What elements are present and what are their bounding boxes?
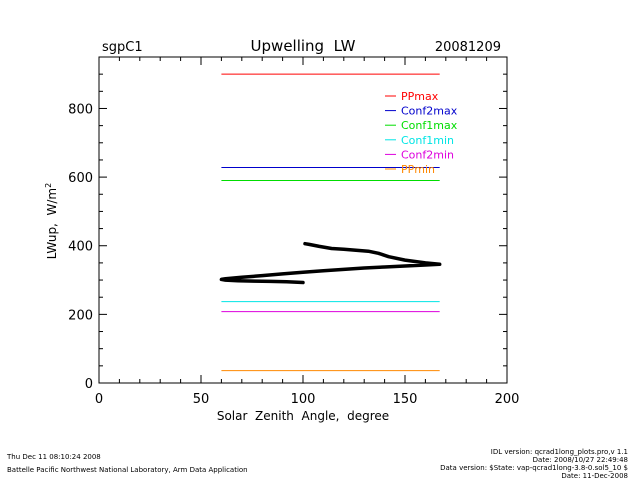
x-tick-label: 0 <box>95 392 103 407</box>
legend-label-conf2max: Conf2max <box>401 105 458 118</box>
legend-label-ppmax: PPmax <box>401 90 439 103</box>
y-tick-label: 800 <box>68 102 93 117</box>
y-tick-label: 600 <box>68 171 93 186</box>
legend-label-conf1max: Conf1max <box>401 119 458 132</box>
lwup-data-line <box>219 241 442 285</box>
footer-timestamp: Thu Dec 11 08:10:24 2008 <box>7 453 101 461</box>
legend-label-conf1min: Conf1min <box>401 134 454 147</box>
y-tick-label: 0 <box>85 377 93 392</box>
x-tick-label: 50 <box>193 392 210 407</box>
y-axis-label: LWup, W/m2 <box>44 183 59 259</box>
footer-data-version: Data version: $State: vap-qcrad1long-3.8… <box>440 464 628 472</box>
footer-run-date: Date: 11-Dec-2008 <box>561 472 628 480</box>
site-label: sgpC1 <box>102 40 143 55</box>
data-lines <box>219 241 442 285</box>
footer-institution: Battelle Pacific Northwest National Labo… <box>7 466 248 474</box>
legend-label-conf2min: Conf2min <box>401 148 454 161</box>
y-axis-label-text: LWup, W/m <box>45 188 59 259</box>
x-tick-label: 150 <box>393 392 418 407</box>
axes: 0 50 100 150 200 0 200 400 600 800 <box>68 56 520 407</box>
reference-lines <box>221 73 440 372</box>
chart-title: Upwelling LW <box>251 37 356 55</box>
date-label: 20081209 <box>435 40 501 55</box>
x-tick-label: 100 <box>291 392 316 407</box>
y-axis-label-superscript: 2 <box>44 183 53 188</box>
x-tick-label: 200 <box>495 392 520 407</box>
footer-program-date: Date: 2008/10/27 22:49:48 <box>532 456 628 464</box>
x-axis-label: Solar Zenith Angle, degree <box>217 409 389 423</box>
legend-label-ppmin: PPmin <box>401 163 435 176</box>
footer-idl-version: IDL version: qcrad1long_plots.pro,v 1.1 <box>490 448 628 456</box>
y-tick-label: 400 <box>68 240 93 255</box>
y-tick-label: 200 <box>68 308 93 323</box>
